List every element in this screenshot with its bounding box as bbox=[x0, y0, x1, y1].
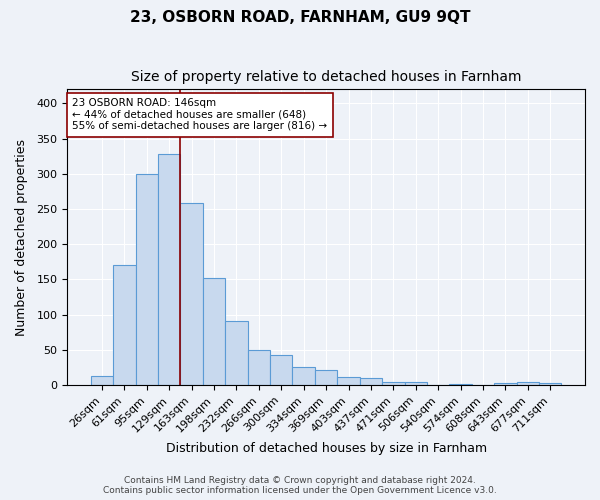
Bar bbox=[539, 383, 562, 385]
Bar bbox=[315, 370, 337, 385]
Bar bbox=[248, 350, 270, 385]
Y-axis label: Number of detached properties: Number of detached properties bbox=[15, 138, 28, 336]
X-axis label: Distribution of detached houses by size in Farnham: Distribution of detached houses by size … bbox=[166, 442, 487, 455]
Bar bbox=[181, 204, 203, 385]
Bar bbox=[158, 154, 181, 385]
Bar bbox=[203, 278, 225, 385]
Bar bbox=[225, 321, 248, 385]
Bar bbox=[270, 356, 292, 385]
Bar bbox=[292, 366, 315, 385]
Bar bbox=[517, 382, 539, 385]
Bar bbox=[494, 383, 517, 385]
Text: Contains HM Land Registry data © Crown copyright and database right 2024.
Contai: Contains HM Land Registry data © Crown c… bbox=[103, 476, 497, 495]
Bar bbox=[91, 376, 113, 385]
Bar bbox=[113, 266, 136, 385]
Title: Size of property relative to detached houses in Farnham: Size of property relative to detached ho… bbox=[131, 70, 521, 84]
Text: 23, OSBORN ROAD, FARNHAM, GU9 9QT: 23, OSBORN ROAD, FARNHAM, GU9 9QT bbox=[130, 10, 470, 25]
Bar bbox=[382, 382, 404, 385]
Bar bbox=[337, 378, 360, 385]
Bar bbox=[360, 378, 382, 385]
Bar bbox=[136, 174, 158, 385]
Bar bbox=[449, 384, 472, 385]
Text: 23 OSBORN ROAD: 146sqm
← 44% of detached houses are smaller (648)
55% of semi-de: 23 OSBORN ROAD: 146sqm ← 44% of detached… bbox=[73, 98, 328, 132]
Bar bbox=[404, 382, 427, 385]
